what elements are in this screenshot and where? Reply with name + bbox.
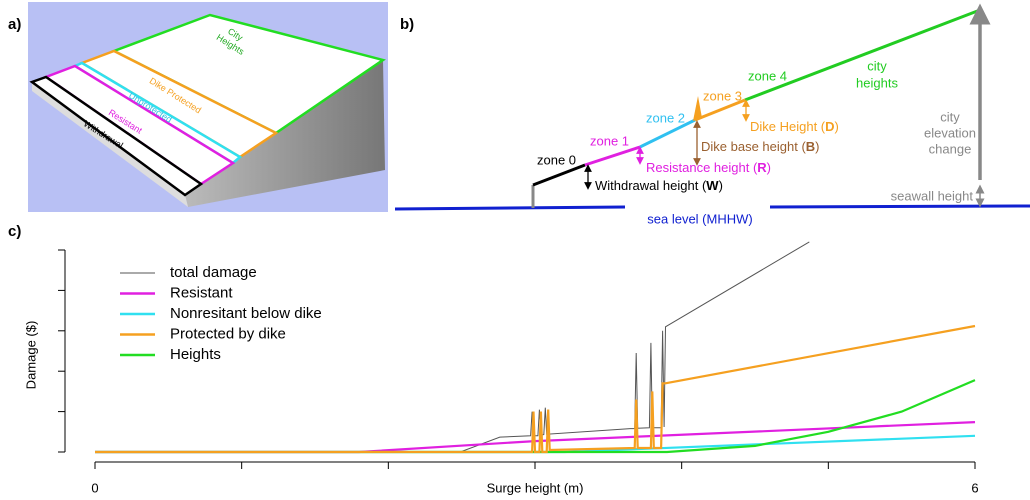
annotation: city bbox=[940, 109, 960, 124]
text: D bbox=[825, 119, 834, 134]
sea-level bbox=[769, 204, 1030, 209]
panel-label: b) bbox=[400, 16, 414, 33]
text: Resistance height ( bbox=[646, 160, 758, 175]
chart: Damage ($) Surge height (m) bbox=[23, 321, 583, 496]
slab-side bbox=[185, 60, 385, 207]
x-tick-label: 0 bbox=[91, 480, 98, 495]
text: R bbox=[757, 160, 767, 175]
panel-label: a) bbox=[8, 16, 21, 33]
zone-label: zone 2 bbox=[646, 110, 685, 125]
legend-label: Protected by dike bbox=[170, 325, 286, 342]
rendering: City Heights Dike Protected Unprotected … bbox=[28, 2, 388, 212]
annotation: sea level (MHHW) bbox=[647, 211, 752, 226]
legend-label: Nonresitant below dike bbox=[170, 305, 322, 322]
text: ) bbox=[719, 178, 723, 193]
diagram: zone 0 zone 1 zone 2 zone 3 zone 4 city … bbox=[394, 3, 1030, 226]
x-axis-label: Surge height (m) bbox=[487, 480, 584, 495]
y-axis-label: Damage ($) bbox=[23, 321, 38, 390]
text: Dike Height ( bbox=[750, 119, 826, 134]
text: W bbox=[706, 178, 719, 193]
city-label: heights bbox=[856, 75, 898, 90]
zone-0-line bbox=[532, 163, 586, 187]
sea-level bbox=[394, 205, 626, 211]
text: ) bbox=[835, 119, 839, 134]
series-line bbox=[95, 324, 976, 454]
annotation: Resistance height (R) bbox=[646, 160, 771, 175]
zone-withdrawal bbox=[29, 75, 204, 197]
zone-4-line bbox=[744, 8, 981, 102]
panel-label: c) bbox=[8, 223, 21, 240]
text: ) bbox=[815, 139, 819, 154]
legend-label: Resistant bbox=[170, 284, 233, 301]
annotation: Dike Height (D) bbox=[750, 119, 839, 134]
city-label: city bbox=[867, 58, 887, 73]
annotation: Dike base height (B) bbox=[701, 139, 820, 154]
zone-label: zone 4 bbox=[748, 68, 787, 83]
annotation: change bbox=[929, 141, 972, 156]
zone-label: zone 3 bbox=[703, 88, 742, 103]
legend-label: total damage bbox=[170, 264, 257, 281]
zone-3-line bbox=[694, 98, 746, 122]
series-line bbox=[95, 379, 976, 454]
x-tick-label: 6 bbox=[971, 480, 978, 495]
zone-1-line bbox=[584, 145, 641, 167]
annotation: seawall height bbox=[891, 188, 974, 203]
zone-label: zone 1 bbox=[590, 133, 629, 148]
zones bbox=[29, 13, 386, 197]
zone-label: zone 0 bbox=[537, 152, 576, 167]
annotation: elevation bbox=[924, 125, 976, 140]
legend-label: Heights bbox=[170, 346, 221, 363]
annotation: Withdrawal height (W) bbox=[595, 178, 723, 193]
dike bbox=[693, 96, 702, 121]
text: Dike base height ( bbox=[701, 139, 806, 154]
zone-2-line bbox=[639, 118, 696, 149]
text: B bbox=[806, 139, 815, 154]
slab-front bbox=[32, 82, 188, 207]
text: ) bbox=[767, 160, 771, 175]
text: Withdrawal height ( bbox=[595, 178, 707, 193]
